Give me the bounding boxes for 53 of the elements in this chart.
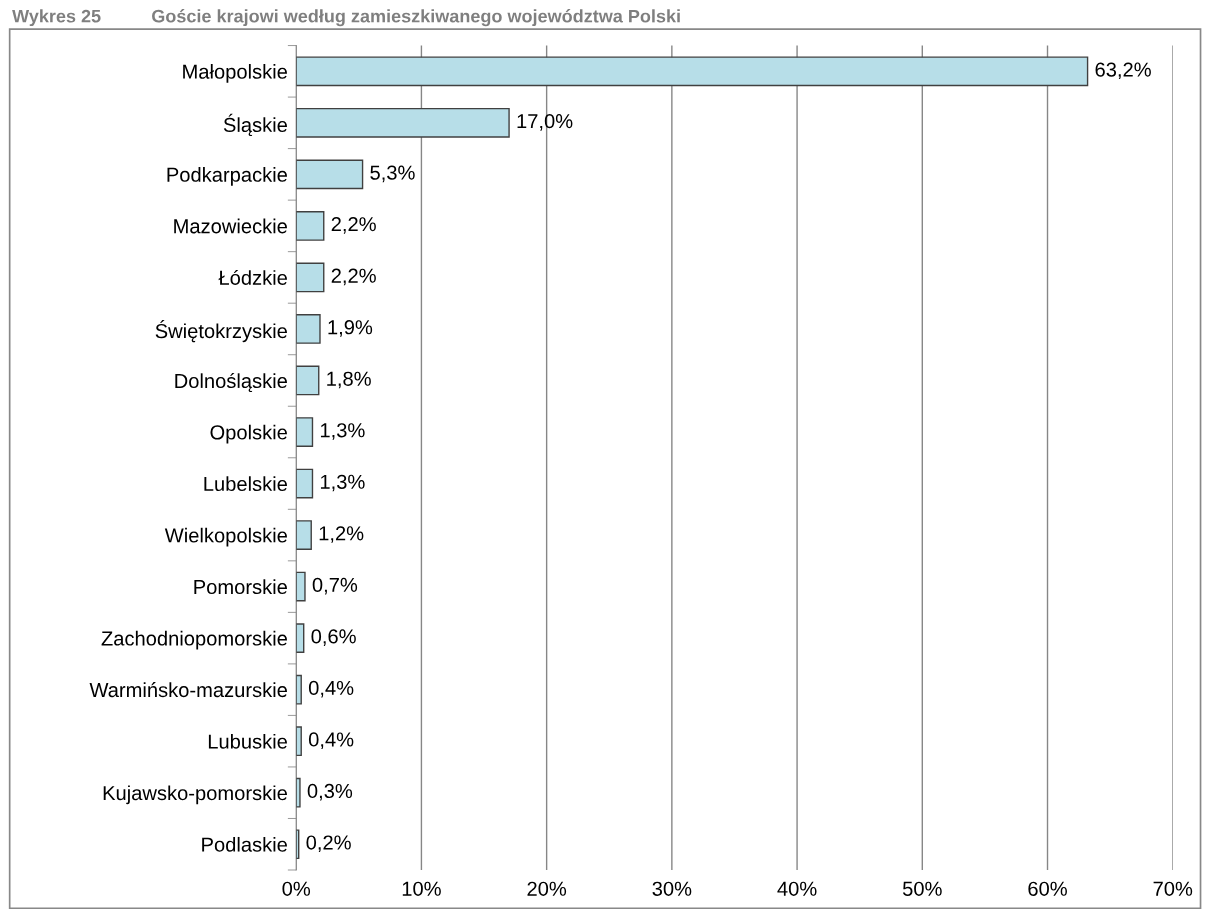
x-tick-label: 0%: [282, 881, 311, 896]
y-tick-label: Małopolskie: [183, 64, 287, 83]
y-tick-label: Łódzkie: [218, 269, 287, 285]
x-tick-label: 30%: [652, 881, 692, 896]
x-tick-label: 60%: [1028, 881, 1067, 896]
bar: [296, 107, 510, 138]
data-label: 0,6%: [311, 629, 356, 646]
data-label: 1,3%: [320, 423, 365, 440]
bar: [296, 211, 325, 241]
y-tick-label: Podlaskie: [202, 836, 287, 852]
data-label: 1,3%: [320, 474, 365, 492]
y-tick-label: Mazowieckie: [174, 218, 287, 234]
y-tick-label: Wielkopolskie: [164, 527, 287, 547]
bar: [296, 520, 312, 550]
y-tick-label: Lubelskie: [204, 476, 287, 492]
bar: [296, 468, 314, 499]
x-tick-label: 70%: [1153, 881, 1193, 896]
y-tick-label: Kujawsko-pomorskie: [103, 785, 287, 805]
y-tick-label: Śląskie: [223, 113, 287, 137]
x-tick-label: 40%: [777, 881, 817, 896]
data-label: 63,2%: [1095, 62, 1151, 80]
data-label: 2,2%: [331, 268, 376, 286]
bar: [296, 365, 320, 396]
data-label: 17,0%: [517, 113, 573, 131]
y-tick-label: Pomorskie: [194, 579, 287, 595]
data-label: 0,4%: [308, 732, 354, 749]
y-tick-label: Warmińsko-mazurskie: [89, 682, 287, 698]
data-label: 0,3%: [307, 783, 353, 801]
bar: [296, 56, 1089, 87]
data-label: 2,2%: [331, 217, 376, 234]
data-label: 0,7%: [312, 577, 358, 595]
y-tick-label: Opolskie: [210, 424, 287, 444]
bar: [296, 417, 314, 447]
data-label: 5,3%: [370, 165, 415, 183]
bar: [296, 314, 321, 344]
data-label: 1,8%: [327, 371, 371, 389]
data-label: 1,2%: [319, 526, 364, 543]
y-tick-label: Podkarpackie: [167, 167, 287, 186]
bar: [296, 262, 325, 293]
bar: [296, 159, 364, 190]
data-label: 0,2%: [306, 835, 351, 853]
chart-title: Wykres 25 Goście krajowi według zamieszkiwanego województwa Polski: [12, 9, 680, 27]
bar: [296, 571, 306, 602]
y-tick-label: Lubuskie: [208, 733, 287, 749]
x-tick-label: 50%: [902, 881, 942, 896]
x-tick-label: 20%: [527, 881, 567, 896]
y-tick-label: Zachodniopomorskie: [101, 630, 287, 650]
y-tick-label: Świętokrzyskie: [155, 319, 287, 343]
data-label: 0,4%: [308, 680, 354, 698]
bar: [296, 777, 301, 808]
data-label: 1,9%: [328, 320, 373, 337]
y-tick-label: Dolnośląskie: [175, 373, 287, 393]
x-tick-label: 10%: [402, 881, 441, 896]
